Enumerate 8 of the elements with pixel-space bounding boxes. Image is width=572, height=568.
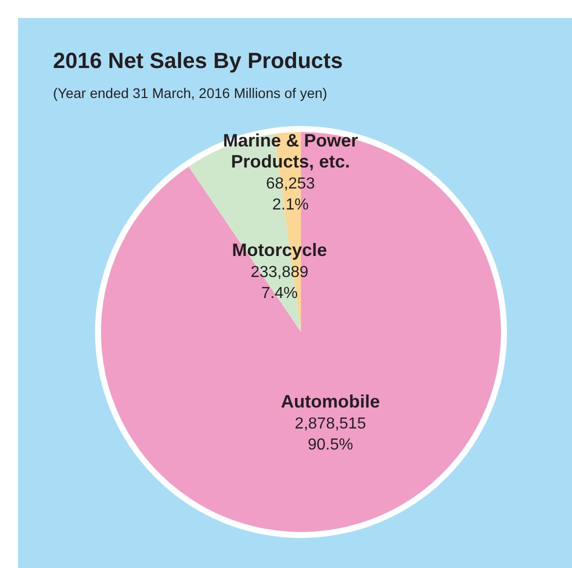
slice-label: Marine & Power Products, etc.	[222, 130, 358, 172]
chart-title: 2016 Net Sales By Products	[53, 48, 343, 73]
slice-label: Motorcycle	[232, 240, 328, 260]
slice-label: Automobile	[280, 392, 380, 412]
chart-subtitle: (Year ended 31 March, 2016 Millions of yen)	[53, 85, 328, 101]
data-label: 233,889 7.4%	[250, 264, 309, 302]
data-label: 68,253 2.1%	[266, 175, 316, 214]
data-label: 2,878,515 90.5%	[294, 416, 366, 454]
